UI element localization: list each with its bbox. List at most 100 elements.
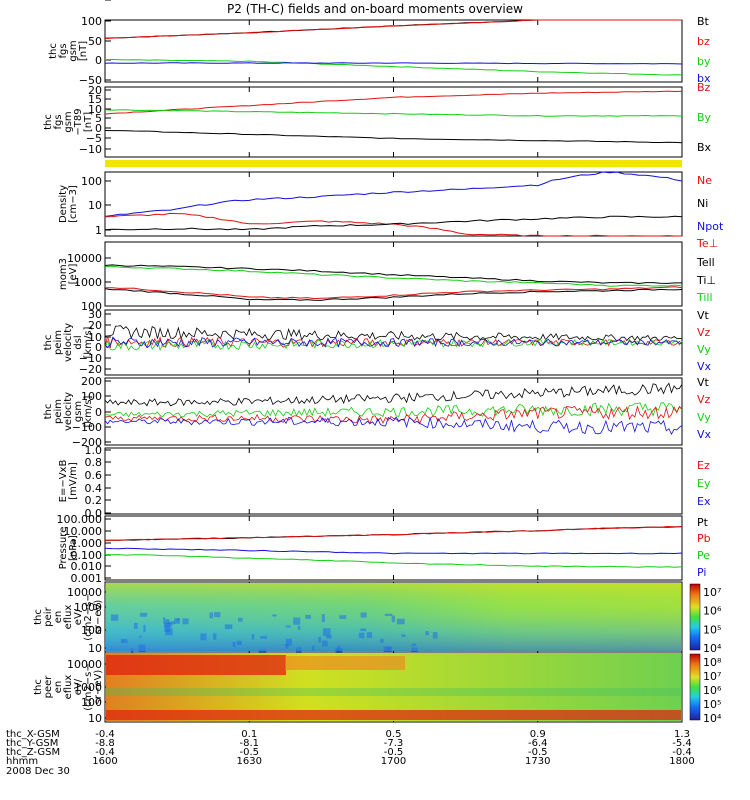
orbit-label: thc_Z-GSM xyxy=(6,747,60,758)
ytick-label: 0.4 xyxy=(85,482,103,495)
ytick-label: 100.000 xyxy=(57,513,103,526)
ylabel-line: thc xyxy=(33,609,44,625)
ylabel-line: −T89 xyxy=(73,108,84,135)
ylabel-line: en xyxy=(53,681,64,694)
colorbar-label: 10⁸ xyxy=(703,656,722,669)
ylabel-line: gsm xyxy=(63,111,74,132)
heatmap-cell xyxy=(322,640,328,647)
legend-Bz: Bz xyxy=(697,81,711,94)
ytick-label: 0 xyxy=(95,122,102,135)
panel-frame-velocity-perp xyxy=(104,309,683,376)
ylabel-line: Pressure xyxy=(58,527,69,570)
ytick-label: 1000 xyxy=(74,276,102,289)
ytick-label: 1.000 xyxy=(71,537,103,550)
series-line-Ni xyxy=(104,215,683,231)
series-line-Vx xyxy=(104,336,682,349)
heatmap-cell xyxy=(139,612,148,617)
orbit-value: 1.3 xyxy=(674,729,690,740)
colorbar-label: 10⁵ xyxy=(703,623,721,636)
heatmap-cell xyxy=(224,624,233,630)
ylabel-line: sr−eV) xyxy=(93,600,104,635)
colorbar xyxy=(689,583,701,651)
ylabel-line: thc xyxy=(33,679,44,695)
ylabel-line: thc xyxy=(43,335,54,351)
heatmap-cell xyxy=(106,688,681,696)
series-line-Till xyxy=(104,265,683,287)
ytick-label: 100 xyxy=(81,300,102,313)
ytick-label: 10 xyxy=(88,331,102,344)
ylabel-line: [mV/m] xyxy=(68,462,79,500)
heatmap-cell xyxy=(213,612,221,618)
heatmap-cell xyxy=(163,617,166,620)
series-line-Pb xyxy=(104,525,682,542)
ylabel-line: [km/s] xyxy=(83,395,94,427)
ylabel-line: velocity xyxy=(63,323,74,362)
colorbar-label: 10⁴ xyxy=(703,642,722,655)
ytick-label: −20 xyxy=(79,363,102,376)
legend-By: By xyxy=(697,111,712,124)
ylabel-line: thc xyxy=(43,404,54,420)
ytick-label: 30 xyxy=(88,308,102,321)
ylabel-line: [nPa] xyxy=(68,535,79,561)
orbit-value: 1630 xyxy=(237,756,262,767)
orbit-value: -6.4 xyxy=(528,738,548,749)
legend-by: by xyxy=(697,55,711,68)
ylabel-line: mom3 xyxy=(58,258,69,290)
series-line-Vz xyxy=(104,405,683,425)
legend-Vz: Vz xyxy=(697,326,711,339)
ytick-label: −5 xyxy=(86,132,102,145)
colorbar-label: 10⁷ xyxy=(703,586,721,599)
legend-Ey: Ey xyxy=(697,477,711,490)
ylabel-line: [km/s] xyxy=(83,326,94,358)
heatmap-cell xyxy=(339,615,347,619)
ytick-label: 100 xyxy=(81,624,102,637)
legend-Vt: Vt xyxy=(697,309,710,322)
heatmap-cell xyxy=(174,618,181,624)
orbit-value: -0.5 xyxy=(528,747,548,758)
heatmap-cell xyxy=(321,614,325,623)
ylabel-line: gsm xyxy=(73,401,84,422)
ytick-label: 10 xyxy=(88,199,102,212)
orbit-value: 1800 xyxy=(669,756,694,767)
ylabel-line: thc xyxy=(48,43,59,59)
heatmap-cell xyxy=(120,639,128,644)
orbit-value: -0.4 xyxy=(95,729,115,740)
heatmap-cell xyxy=(326,635,332,639)
orbit-value: 0.9 xyxy=(530,729,546,740)
heatmap-cell xyxy=(297,626,301,630)
legend-Ex: Ex xyxy=(697,495,711,508)
heatmap-cell xyxy=(285,638,292,646)
heatmap-cell xyxy=(285,656,405,670)
ylabel-line: peer xyxy=(43,675,54,699)
series-line-Vt xyxy=(104,325,683,342)
ylabel-line: en xyxy=(53,611,64,624)
legend-Ez: Ez xyxy=(697,459,710,472)
heatmap-cell xyxy=(380,638,384,643)
legend-Vy: Vy xyxy=(697,411,711,424)
heatmap-cell xyxy=(411,643,417,647)
orbit-value: -8.8 xyxy=(95,738,115,749)
heatmap-cell xyxy=(318,636,322,643)
series-line-bz xyxy=(104,19,682,40)
ytick-label: 0 xyxy=(95,341,102,354)
series-line-Tell xyxy=(104,288,683,301)
ytick-label: −50 xyxy=(79,74,102,87)
orbit-label: thc_Y-GSM xyxy=(6,738,58,749)
legend-Tell: Tell xyxy=(696,256,715,269)
orbit-value: 1600 xyxy=(92,756,117,767)
ytick-label: 50 xyxy=(88,35,102,48)
orbit-value: 1730 xyxy=(525,756,550,767)
heatmap-cell xyxy=(238,617,243,622)
heatmap-cell xyxy=(360,628,367,632)
heatmap-cell xyxy=(232,641,236,647)
orbit-value: -0.4 xyxy=(95,747,115,758)
ytick-label: −200 xyxy=(72,436,102,449)
panel-frame-efield xyxy=(104,447,683,515)
heatmap-cell xyxy=(296,647,302,655)
heatmap-cell xyxy=(391,615,395,623)
heatmap-cell xyxy=(411,647,418,652)
panel-frame-density xyxy=(104,171,683,237)
legend-bx: bx xyxy=(697,72,711,85)
legend-Vz: Vz xyxy=(697,393,711,406)
legend-Till: Till xyxy=(696,291,713,304)
